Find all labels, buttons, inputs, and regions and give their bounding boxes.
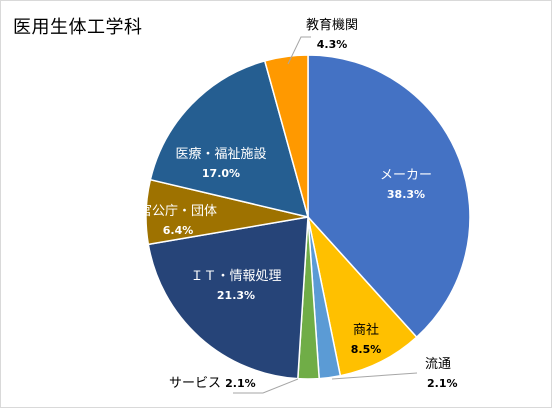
slice-value-0: 38.3% — [387, 188, 425, 201]
slice-value-7: 4.3% — [317, 38, 348, 51]
pie-slice-1 — [306, 214, 418, 377]
slice-name-0: メーカー — [380, 168, 432, 183]
pie-slice-4 — [147, 216, 309, 380]
slice-name-7: 教育機関 — [306, 17, 358, 33]
slice-name-3: サービス — [169, 376, 225, 391]
leader-line-7 — [287, 36, 311, 65]
slice-value-3: 2.1% — [225, 377, 256, 390]
slice-value-6: 17.0% — [202, 167, 240, 180]
slice-name-5: 官公庁・団体 — [139, 203, 217, 219]
chart-title: 医用生体工学科 — [13, 17, 143, 38]
slice-label-3: サービス 2.1% — [169, 376, 256, 391]
slice-value-1: 8.5% — [351, 343, 382, 356]
pie-slice-0 — [307, 54, 471, 339]
slice-name-1: 商社 — [353, 322, 379, 338]
slice-name-4: ＩＴ・情報処理 — [190, 269, 281, 284]
leader-line-3 — [233, 378, 299, 394]
slice-name-2: 流通 — [425, 357, 451, 372]
slice-value-4: 21.3% — [217, 289, 255, 302]
leader-line-2 — [331, 372, 418, 380]
slice-name-6: 医療・福祉施設 — [175, 146, 266, 162]
slice-value-5: 6.4% — [163, 224, 194, 237]
slice-value-2: 2.1% — [427, 377, 458, 390]
pie-slice-7 — [263, 54, 309, 218]
pie-slice-6 — [149, 59, 310, 219]
